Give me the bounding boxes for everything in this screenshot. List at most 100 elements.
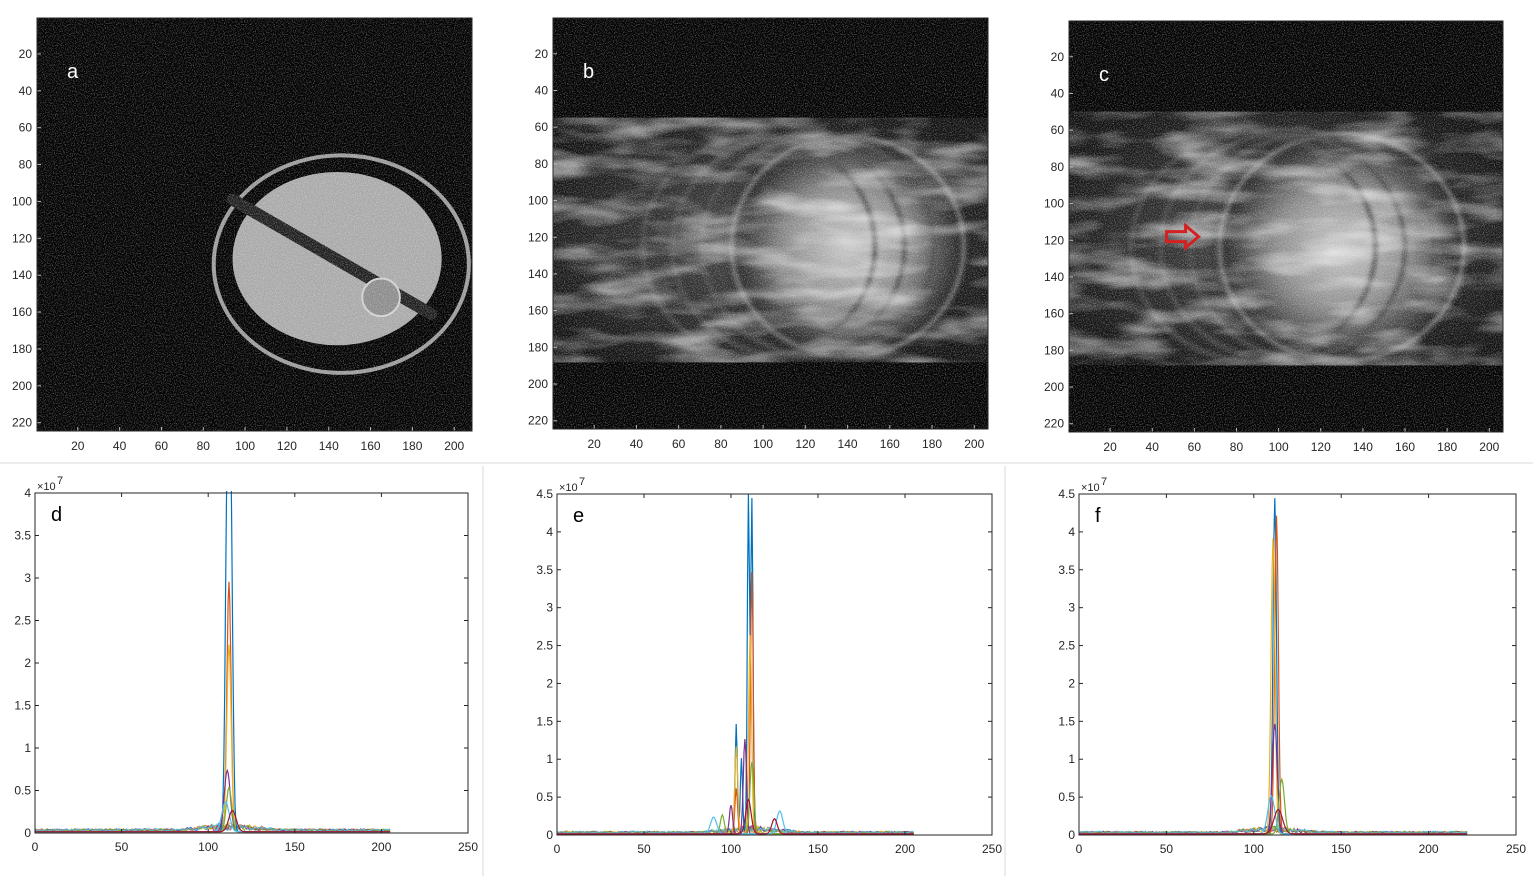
panel-label: c bbox=[1099, 64, 1109, 86]
x-tick-label: 100 bbox=[1244, 842, 1264, 856]
y-tick-label: 60 bbox=[535, 120, 549, 134]
y-tick-label: 1 bbox=[546, 752, 553, 766]
y-tick-label: 3 bbox=[1068, 601, 1075, 615]
x-tick-label: 200 bbox=[444, 439, 464, 453]
background-noise bbox=[37, 18, 472, 431]
x-tick-label: 100 bbox=[198, 840, 218, 854]
x-tick-label: 120 bbox=[277, 439, 297, 453]
y-tick-label: 20 bbox=[1051, 50, 1065, 64]
y-tick-label: 140 bbox=[12, 268, 32, 282]
image-frame bbox=[1068, 20, 1504, 433]
background-noise bbox=[553, 18, 988, 429]
x-tick-label: 250 bbox=[982, 842, 1002, 856]
y-tick-label: 2 bbox=[1068, 676, 1075, 690]
plot-area bbox=[35, 493, 468, 833]
y-tick-label: 80 bbox=[535, 157, 549, 171]
y-tick-label: 3 bbox=[546, 601, 553, 615]
y-tick-label: 1 bbox=[24, 741, 31, 755]
x-tick-label: 20 bbox=[1103, 440, 1117, 454]
x-tick-label: 0 bbox=[32, 840, 39, 854]
y-tick-label: 0.5 bbox=[14, 784, 31, 798]
y-tick-label: 40 bbox=[19, 84, 33, 98]
y-tick-label: 0 bbox=[24, 826, 31, 840]
x-tick-label: 120 bbox=[1311, 440, 1331, 454]
plot-area bbox=[1079, 494, 1516, 835]
y-tick-label: 1 bbox=[1068, 752, 1075, 766]
y-tick-label: 20 bbox=[535, 47, 549, 61]
x-tick-label: 200 bbox=[1479, 440, 1499, 454]
series-group bbox=[1079, 498, 1468, 835]
x-tick-label: 180 bbox=[922, 437, 942, 451]
y-tick-label: 180 bbox=[1044, 343, 1064, 357]
baseline-series bbox=[35, 823, 391, 832]
spectrum-series bbox=[557, 798, 914, 835]
image-content bbox=[1069, 21, 1503, 432]
x-tick-label: 60 bbox=[672, 437, 686, 451]
x-tick-label: 250 bbox=[458, 840, 478, 854]
y-tick-label: 4 bbox=[24, 486, 31, 500]
y-tick-label: 2.5 bbox=[1058, 639, 1075, 653]
panel-label: e bbox=[573, 505, 584, 527]
y-tick-label: 140 bbox=[1044, 270, 1064, 284]
y-tick-label: 0 bbox=[546, 828, 553, 842]
x-tick-label: 80 bbox=[714, 437, 728, 451]
y-tick-label: 160 bbox=[528, 304, 548, 318]
axes-frame bbox=[1078, 493, 1517, 836]
x-tick-label: 200 bbox=[1419, 842, 1439, 856]
x-tick-label: 100 bbox=[235, 439, 255, 453]
image-frame bbox=[552, 17, 989, 430]
x-tick-label: 150 bbox=[285, 840, 305, 854]
series-group bbox=[557, 494, 915, 835]
x-tick-label: 160 bbox=[1395, 440, 1415, 454]
x-tick-label: 100 bbox=[753, 437, 773, 451]
exponent-label: ×10 bbox=[1081, 482, 1100, 494]
x-tick-label: 180 bbox=[402, 439, 422, 453]
y-tick-label: 1.5 bbox=[1058, 714, 1075, 728]
y-tick-label: 4 bbox=[1068, 525, 1075, 539]
y-tick-label: 100 bbox=[1044, 197, 1064, 211]
x-tick-label: 80 bbox=[197, 439, 211, 453]
y-tick-label: 100 bbox=[528, 194, 548, 208]
y-tick-label: 60 bbox=[1051, 123, 1065, 137]
series-group bbox=[35, 491, 391, 833]
panel-label: b bbox=[583, 61, 594, 83]
panel-e: 0 50 100 150 200 250 0 0.5 1 1.5 2 2.5 3 3.5 4 4.5 ×10 7 e bbox=[536, 476, 1002, 856]
y-tick-label: 120 bbox=[1044, 233, 1064, 247]
panel-c: 20 40 60 80 100 120 140 160 180 200 20 40 60 80 100 120… bbox=[1044, 20, 1504, 454]
background-noise bbox=[1069, 21, 1503, 432]
exponent-label: ×10 bbox=[559, 482, 578, 494]
y-tick-label: 200 bbox=[12, 379, 32, 393]
plot-area bbox=[557, 494, 992, 835]
y-tick-label: 2.5 bbox=[536, 639, 553, 653]
axes-frame bbox=[34, 492, 469, 834]
y-tick-label: 20 bbox=[19, 47, 33, 61]
exponent-power: 7 bbox=[579, 476, 585, 488]
x-tick-label: 180 bbox=[1437, 440, 1457, 454]
y-tick-label: 120 bbox=[528, 230, 548, 244]
x-tick-label: 60 bbox=[155, 439, 169, 453]
y-tick-label: 0.5 bbox=[1058, 790, 1075, 804]
y-tick-label: 200 bbox=[1044, 380, 1064, 394]
x-tick-label: 140 bbox=[319, 439, 339, 453]
y-tick-label: 4.5 bbox=[1058, 487, 1075, 501]
y-tick-label: 2 bbox=[546, 676, 553, 690]
y-tick-label: 3.5 bbox=[14, 529, 31, 543]
y-tick-label: 2.5 bbox=[14, 614, 31, 628]
panel-label: a bbox=[67, 61, 79, 83]
y-tick-label: 3 bbox=[24, 571, 31, 585]
y-tick-label: 40 bbox=[1051, 86, 1065, 100]
x-tick-label: 20 bbox=[71, 439, 85, 453]
x-tick-label: 20 bbox=[587, 437, 601, 451]
x-tick-label: 100 bbox=[1269, 440, 1289, 454]
baseline-series bbox=[557, 825, 914, 835]
baseline-series bbox=[1079, 826, 1468, 835]
x-tick-label: 160 bbox=[361, 439, 381, 453]
y-tick-label: 180 bbox=[12, 342, 32, 356]
y-tick-label: 100 bbox=[12, 194, 32, 208]
y-tick-label: 80 bbox=[1051, 160, 1065, 174]
axes-frame bbox=[556, 493, 993, 836]
x-tick-label: 250 bbox=[1506, 842, 1526, 856]
x-tick-label: 200 bbox=[895, 842, 915, 856]
x-tick-label: 0 bbox=[1076, 842, 1083, 856]
x-tick-label: 40 bbox=[630, 437, 644, 451]
